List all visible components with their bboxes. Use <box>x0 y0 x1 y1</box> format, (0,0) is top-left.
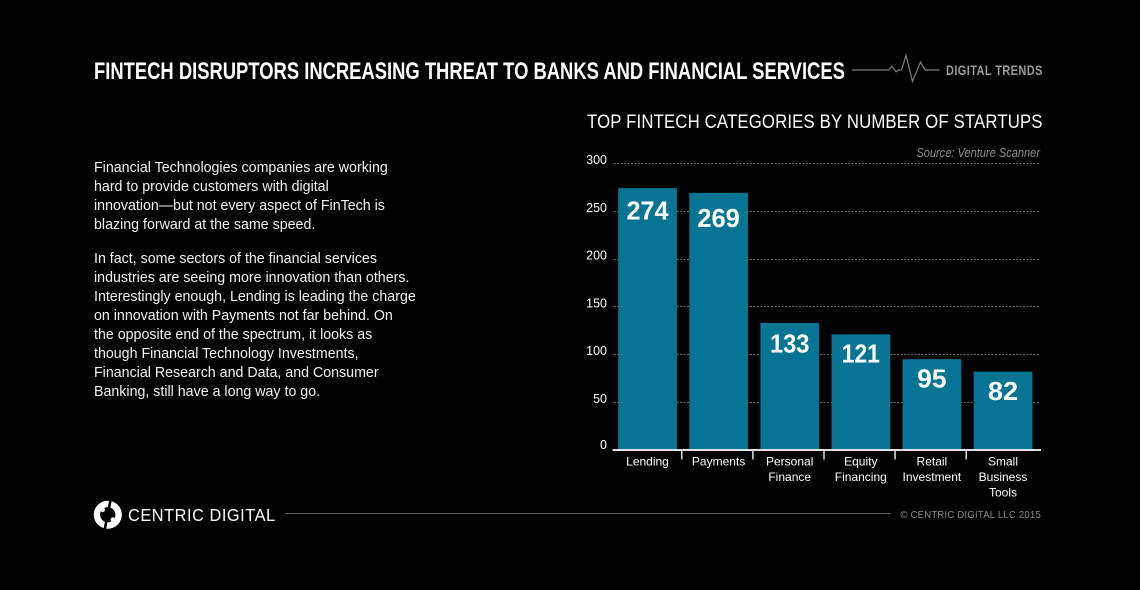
svg-text:121: 121 <box>842 338 880 368</box>
svg-text:Financing: Financing <box>835 470 887 484</box>
svg-text:0: 0 <box>600 438 607 452</box>
svg-text:200: 200 <box>586 249 607 263</box>
svg-text:Equity: Equity <box>844 454 877 468</box>
svg-text:150: 150 <box>586 296 607 310</box>
svg-text:95: 95 <box>917 364 946 394</box>
svg-text:Personal: Personal <box>766 454 813 468</box>
svg-text:133: 133 <box>770 329 810 359</box>
svg-text:300: 300 <box>586 153 607 167</box>
svg-text:Small: Small <box>988 454 1018 468</box>
svg-text:82: 82 <box>988 376 1018 406</box>
svg-text:250: 250 <box>586 201 607 215</box>
svg-text:Business: Business <box>979 470 1028 484</box>
svg-text:Investment: Investment <box>903 470 962 484</box>
svg-text:Tools: Tools <box>989 485 1017 499</box>
svg-text:Lending: Lending <box>626 454 669 468</box>
svg-text:Finance: Finance <box>768 470 811 484</box>
svg-text:Payments: Payments <box>692 454 745 468</box>
svg-text:50: 50 <box>593 392 607 406</box>
svg-text:Retail: Retail <box>917 454 948 468</box>
svg-text:269: 269 <box>697 203 739 233</box>
svg-text:274: 274 <box>626 195 669 225</box>
svg-text:100: 100 <box>586 344 607 358</box>
